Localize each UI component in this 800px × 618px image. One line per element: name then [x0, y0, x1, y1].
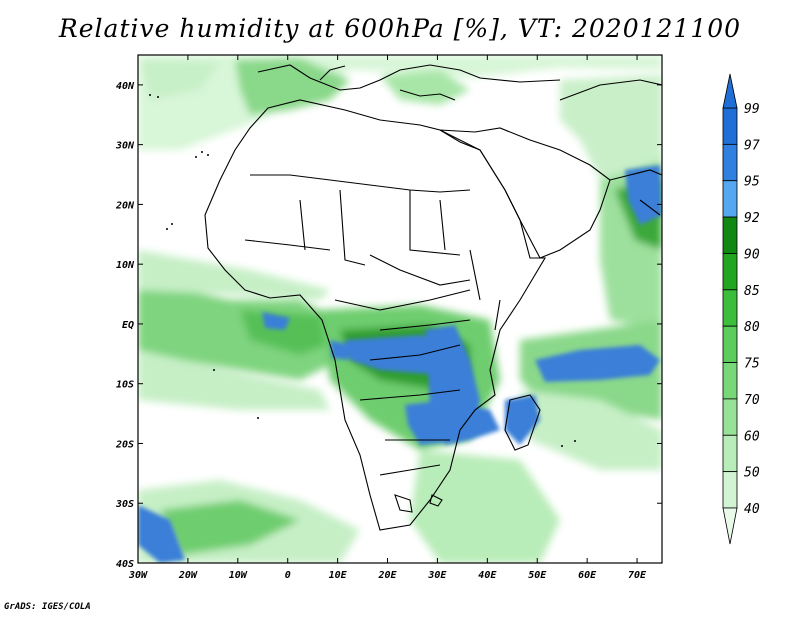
colorbar-swatch	[722, 107, 738, 145]
colorbar-swatch	[722, 434, 738, 473]
credit-label: GrADS: IGES/COLA	[4, 602, 91, 612]
coastlines	[204, 64, 662, 531]
humidity-field	[138, 55, 662, 563]
lon-label: 40E	[478, 570, 497, 581]
colorbar-label: 90	[744, 247, 760, 262]
lon-label: 60E	[578, 570, 597, 581]
lat-label: 40S	[116, 559, 134, 570]
lon-label: 20E	[377, 570, 397, 581]
colorbar-swatch	[722, 471, 738, 509]
lat-label: 20N	[115, 200, 135, 211]
colorbar-swatch	[722, 398, 738, 436]
lat-label: EQ	[122, 320, 134, 331]
colorbar-label: 92	[744, 211, 760, 226]
latitude-labels: 40N 30N 20N 10N EQ 10S 20S 30S 40S	[115, 81, 135, 570]
colorbar-swatch	[722, 143, 738, 182]
colorbar-label: 40	[744, 502, 760, 517]
lat-label: 10N	[116, 260, 135, 271]
plot-frame	[137, 54, 663, 564]
lat-label: 40N	[116, 81, 135, 92]
colorbar-label: 95	[744, 175, 760, 190]
colorbar-swatch	[722, 180, 738, 218]
colorbar-min-arrow	[722, 507, 738, 545]
lon-label: 70E	[628, 570, 647, 581]
colorbar-label: 80	[744, 320, 760, 335]
lat-label: 30S	[115, 499, 134, 510]
colorbar-swatch	[722, 325, 738, 363]
colorbar-swatch	[722, 289, 738, 327]
colorbar: 99 97 95 92 90 85 80 75 70 60 50 40	[722, 73, 760, 545]
lat-label: 20S	[115, 439, 134, 450]
longitude-labels: 30W 20W 10W 0 10E 20E 30E 40E 50E 60E 70E	[128, 570, 647, 581]
colorbar-label: 97	[744, 138, 760, 153]
colorbar-label: 50	[744, 466, 760, 481]
lon-label: 50E	[528, 570, 547, 581]
colorbar-max-arrow	[722, 73, 738, 109]
axis-ticks	[137, 55, 662, 564]
colorbar-swatch	[722, 216, 738, 254]
colorbar-swatch	[722, 253, 738, 291]
lon-label: 10E	[329, 570, 348, 581]
colorbar-label: 85	[744, 284, 760, 299]
colorbar-swatch	[722, 362, 738, 400]
colorbar-label: 60	[744, 429, 760, 444]
chart-title: Relative humidity at 600hPa [%], VT: 202…	[58, 14, 742, 43]
lon-label: 10W	[229, 570, 248, 581]
lon-label: 30W	[128, 570, 148, 581]
lon-label: 30E	[427, 570, 447, 581]
lon-label: 20W	[178, 570, 198, 581]
lat-label: 10S	[116, 380, 134, 391]
colorbar-label: 99	[744, 102, 760, 117]
colorbar-label: 70	[744, 393, 760, 408]
lon-label: 0	[285, 570, 291, 581]
lat-label: 30N	[115, 141, 135, 152]
colorbar-label: 75	[744, 357, 760, 372]
